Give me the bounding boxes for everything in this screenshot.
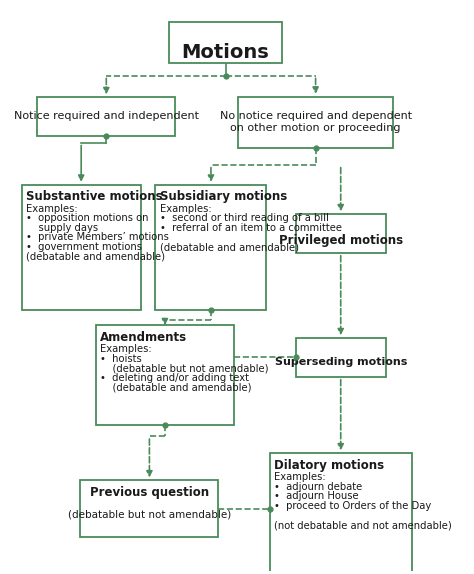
FancyBboxPatch shape <box>296 338 386 377</box>
Text: •  second or third reading of a bill: • second or third reading of a bill <box>160 213 328 223</box>
FancyBboxPatch shape <box>169 22 282 63</box>
Text: •  hoists: • hoists <box>100 354 142 364</box>
Text: •  proceed to Orders of the Day: • proceed to Orders of the Day <box>274 501 431 511</box>
Text: Examples:: Examples: <box>100 344 152 354</box>
Text: •  opposition motions on: • opposition motions on <box>26 213 148 223</box>
Text: •  deleting and/or adding text: • deleting and/or adding text <box>100 373 249 383</box>
Text: Notice required and independent: Notice required and independent <box>14 111 199 122</box>
Text: Privileged motions: Privileged motions <box>279 234 403 247</box>
Text: Examples:: Examples: <box>160 204 211 214</box>
FancyBboxPatch shape <box>270 453 412 574</box>
FancyBboxPatch shape <box>37 97 175 136</box>
Text: Amendments: Amendments <box>100 331 187 344</box>
Text: (debatable and amendable): (debatable and amendable) <box>160 242 299 252</box>
Text: Superseding motions: Superseding motions <box>274 358 407 367</box>
Text: Subsidiary motions: Subsidiary motions <box>160 191 287 203</box>
Text: (debatable and amendable): (debatable and amendable) <box>100 383 252 393</box>
Text: •  adjourn House: • adjourn House <box>274 491 358 502</box>
Text: Examples:: Examples: <box>274 472 325 482</box>
FancyBboxPatch shape <box>96 325 234 425</box>
Text: Motions: Motions <box>182 42 270 61</box>
Text: Substantive motions: Substantive motions <box>26 191 162 203</box>
Text: No notice required and dependent
on other motion or proceeding: No notice required and dependent on othe… <box>219 111 411 133</box>
Text: (not debatable and not amendable): (not debatable and not amendable) <box>274 520 452 530</box>
Text: •  referral of an item to a committee: • referral of an item to a committee <box>160 223 342 233</box>
Text: •  private Members’ motions: • private Members’ motions <box>26 232 169 242</box>
FancyBboxPatch shape <box>21 185 141 310</box>
Text: (debatable but not amendable): (debatable but not amendable) <box>68 509 231 519</box>
Text: supply days: supply days <box>26 223 98 233</box>
Text: Previous question: Previous question <box>90 486 209 499</box>
FancyBboxPatch shape <box>155 185 266 310</box>
Text: Dilatory motions: Dilatory motions <box>274 459 384 472</box>
FancyBboxPatch shape <box>296 214 386 253</box>
FancyBboxPatch shape <box>81 480 219 537</box>
FancyBboxPatch shape <box>238 96 393 148</box>
Text: •  government motions: • government motions <box>26 242 142 252</box>
Text: •  adjourn debate: • adjourn debate <box>274 482 362 492</box>
Text: (debatable and amendable): (debatable and amendable) <box>26 252 165 262</box>
Text: (debatable but not amendable): (debatable but not amendable) <box>100 363 268 374</box>
Text: Examples:: Examples: <box>26 204 77 214</box>
